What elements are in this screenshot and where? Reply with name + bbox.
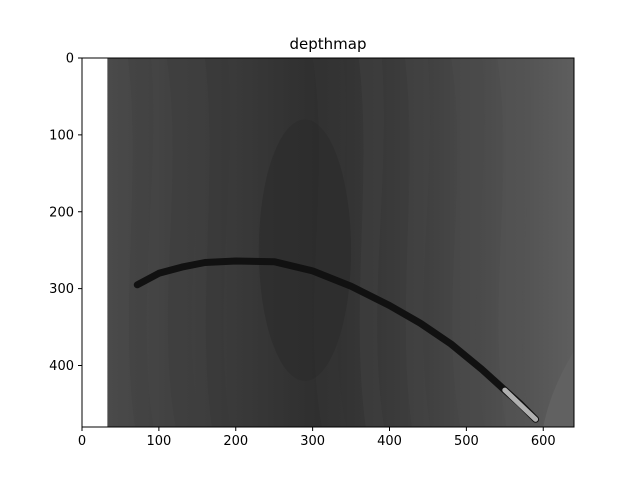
chart-title: depthmap	[290, 35, 367, 53]
y-tick-label: 400	[49, 359, 74, 374]
x-tick-label: 400	[377, 434, 402, 449]
y-axis: 0 100 200 300 400	[49, 52, 82, 374]
x-tick-label: 0	[78, 434, 86, 449]
x-tick-label: 100	[146, 434, 171, 449]
x-tick-label: 600	[531, 434, 556, 449]
plot-area	[82, 58, 574, 427]
depth-band	[404, 58, 431, 427]
y-tick-label: 200	[49, 205, 74, 220]
x-tick-label: 500	[454, 434, 479, 449]
light-corner	[543, 350, 574, 427]
x-tick-label: 200	[223, 434, 248, 449]
axes-frame	[81, 57, 575, 428]
y-tick-label: 100	[49, 128, 74, 143]
y-tick-label: 0	[66, 52, 74, 67]
dark-stroke	[133, 257, 540, 423]
depth-band	[166, 58, 201, 427]
x-axis: 0 100 200 300 400 500 600	[78, 427, 556, 449]
depth-image	[107, 58, 574, 427]
x-tick-label: 300	[300, 434, 325, 449]
depth-band	[358, 58, 385, 427]
depth-band	[205, 58, 231, 427]
depth-band	[451, 58, 485, 427]
dark-depth-region	[258, 119, 352, 381]
depth-band	[497, 58, 531, 427]
y-tick-label: 300	[49, 282, 74, 297]
depth-band	[128, 58, 154, 427]
stroke-tip	[502, 387, 539, 422]
